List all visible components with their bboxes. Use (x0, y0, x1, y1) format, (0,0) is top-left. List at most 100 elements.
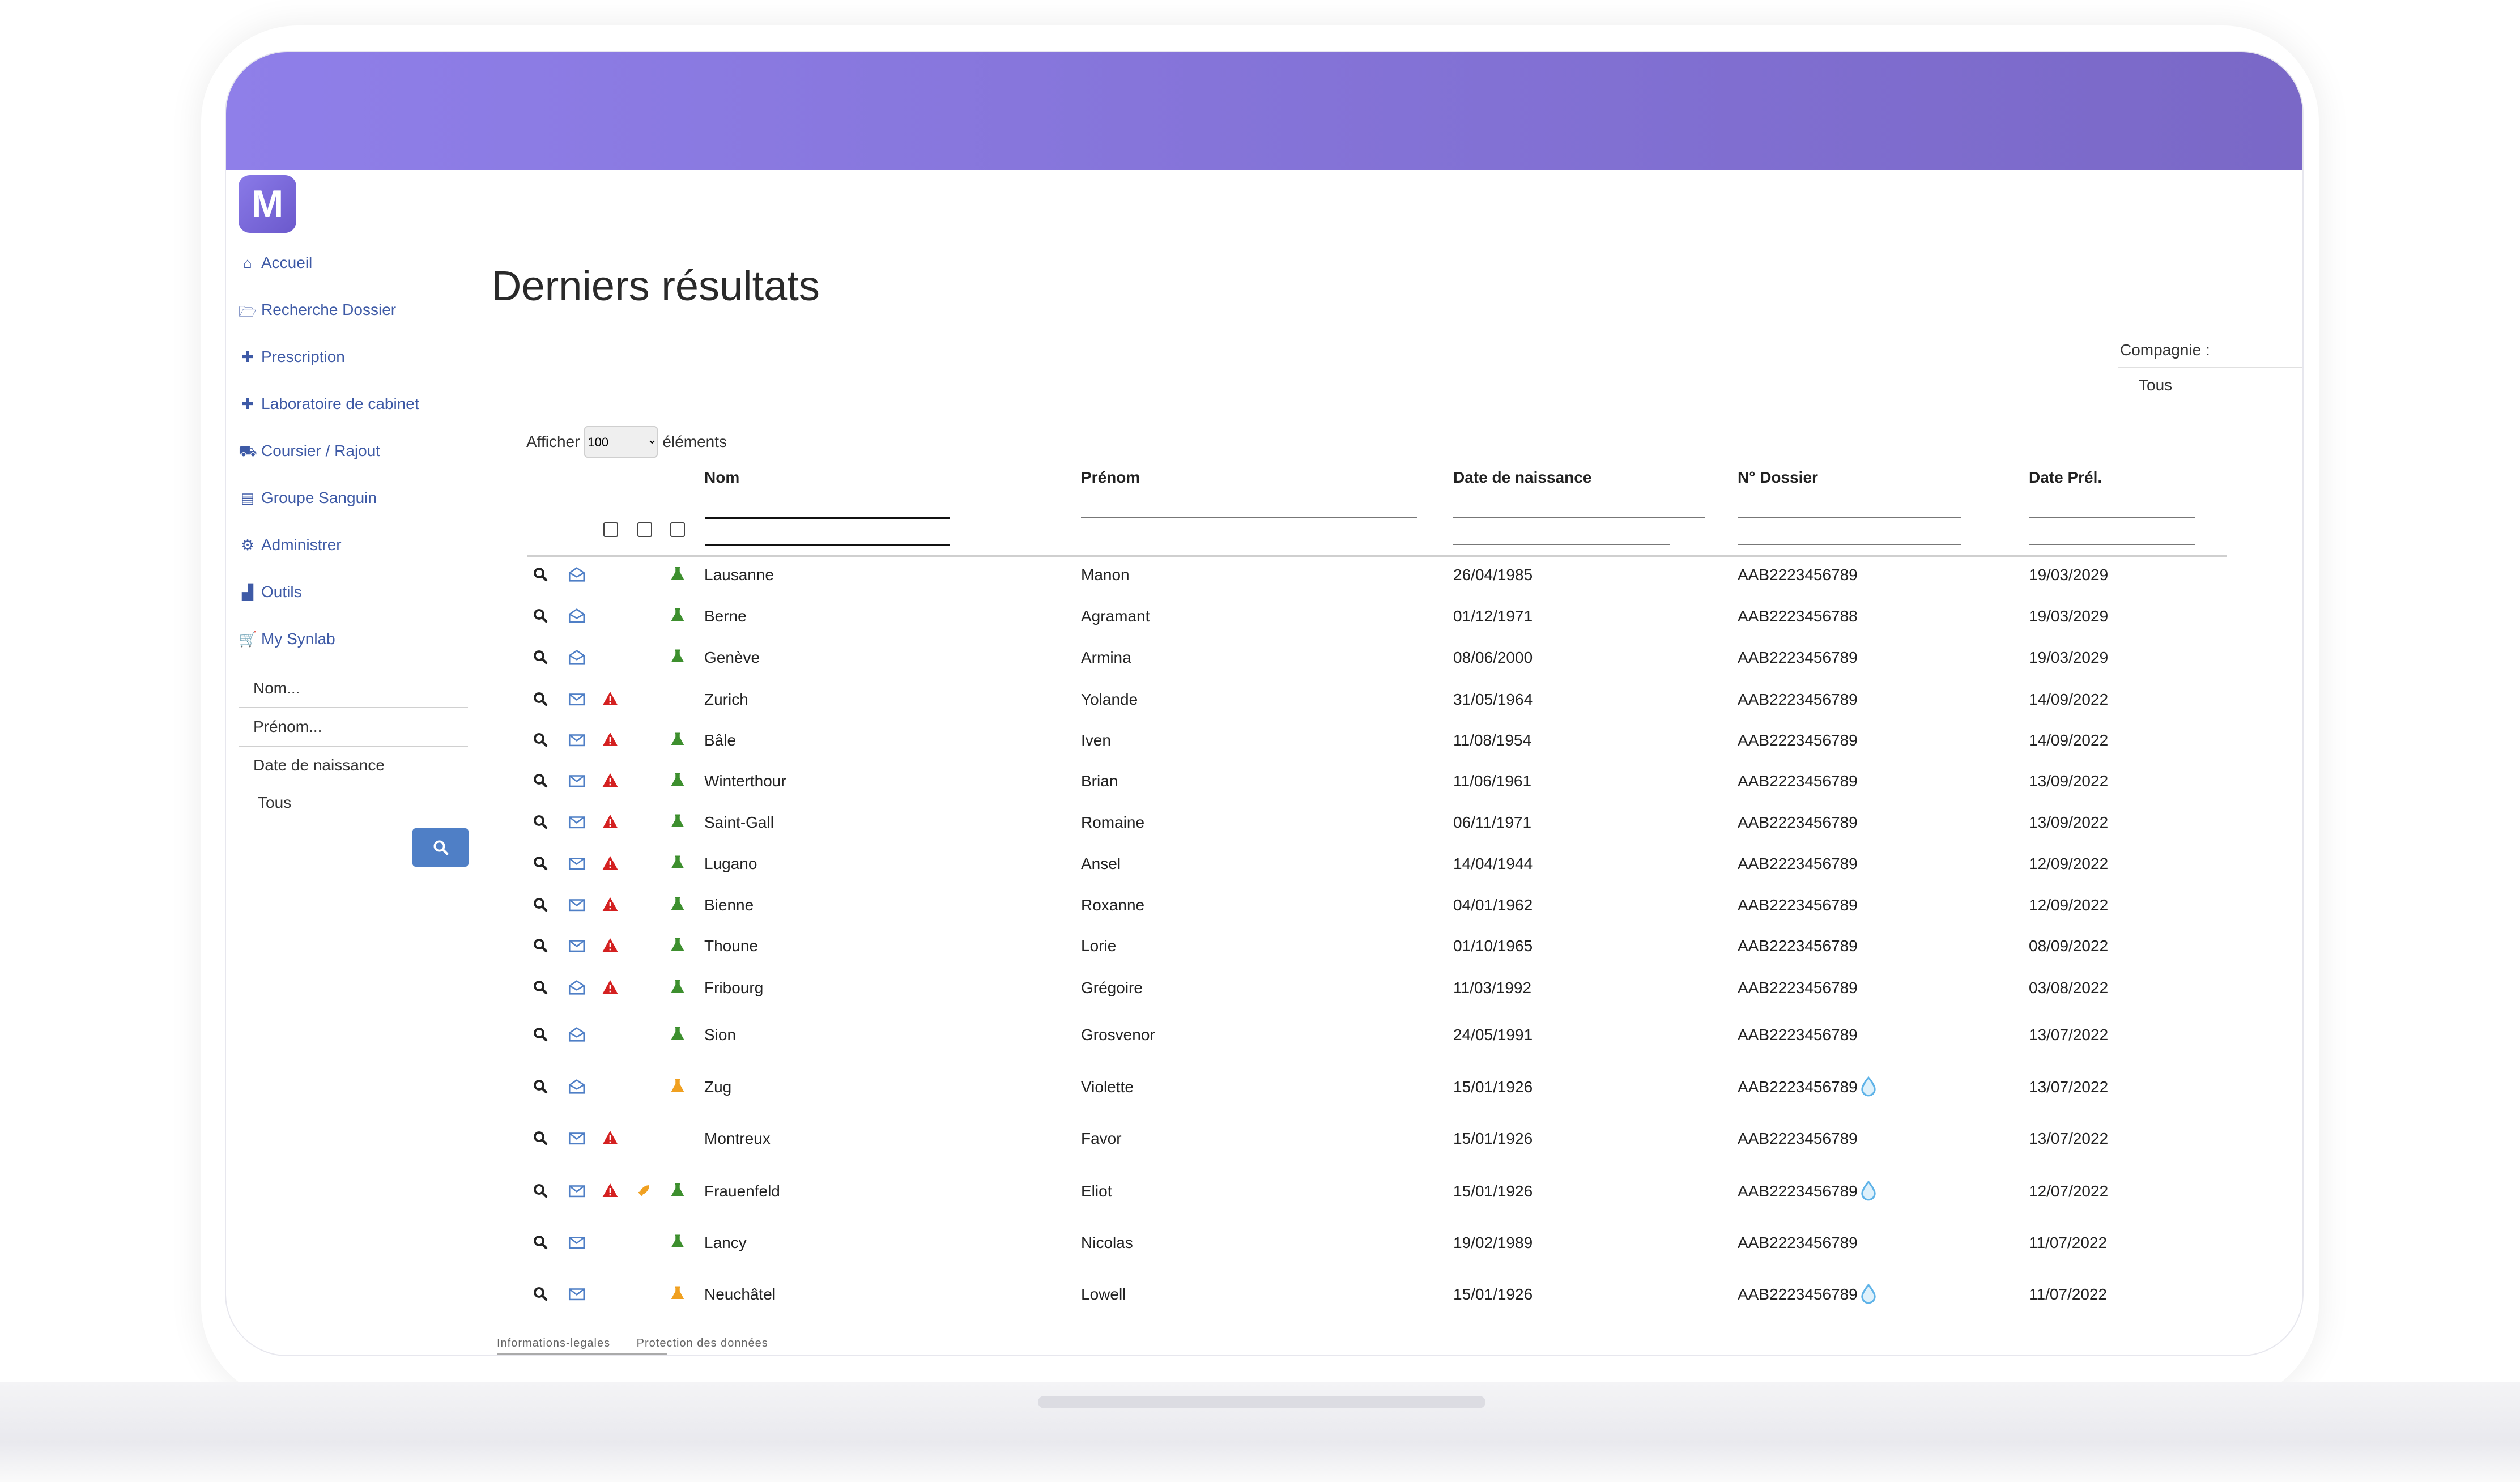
table-row[interactable]: Bienne Roxanne 04/01/1962 AAB2223456789 12/0… (226, 894, 2266, 934)
table-row[interactable]: Genève Armina 08/06/2000 AAB2223456789 19/03… (226, 646, 2266, 686)
cell-nom[interactable]: Lugano (704, 855, 757, 872)
cell-nom[interactable]: Genève (704, 649, 760, 666)
cell-nom[interactable]: Saint-Gall (704, 814, 774, 831)
filter-input-prenom[interactable] (1081, 517, 1417, 518)
search-icon[interactable] (532, 979, 549, 996)
filter-input-dob[interactable] (1453, 517, 1705, 518)
envelope-open-icon[interactable] (567, 1025, 586, 1044)
search-icon[interactable] (532, 1026, 549, 1043)
search-icon[interactable] (532, 772, 549, 789)
flask-icon[interactable] (669, 731, 686, 748)
filter-input-date-prel-2[interactable] (2029, 544, 2195, 545)
filter-input-nom[interactable] (705, 517, 950, 519)
flask-icon[interactable] (669, 1078, 686, 1095)
warning-icon[interactable] (601, 978, 619, 996)
cell-nom[interactable]: Zurich (704, 691, 748, 708)
search-icon[interactable] (532, 649, 549, 666)
envelope-icon[interactable] (567, 854, 586, 873)
envelope-icon[interactable] (567, 936, 586, 955)
column-header-dob[interactable]: Date de naissance (1453, 469, 1592, 486)
column-header-prenom[interactable]: Prénom (1081, 469, 1140, 486)
warning-icon[interactable] (601, 1128, 619, 1147)
search-icon[interactable] (532, 937, 549, 954)
table-row[interactable]: Sion Grosvenor 24/05/1991 AAB2223456789 13/0… (226, 1024, 2266, 1063)
dob-search-field[interactable]: Date de naissance (253, 756, 385, 774)
search-icon[interactable] (532, 855, 549, 872)
table-row[interactable]: Lugano Ansel 14/04/1944 AAB2223456789 12/09/… (226, 853, 2266, 892)
table-row[interactable]: Montreux Favor 15/01/1926 AAB2223456789 13/0… (226, 1127, 2266, 1167)
flask-icon[interactable] (669, 813, 686, 830)
sidebar-item-outils[interactable]: ▟ Outils (239, 568, 482, 615)
search-icon[interactable] (532, 896, 549, 913)
table-row[interactable]: Lausanne Manon 26/04/1985 AAB2223456789 19/0… (226, 564, 2266, 603)
water-drop-icon[interactable] (1858, 1072, 1879, 1101)
warning-icon[interactable] (601, 936, 619, 954)
column-header-date-prel[interactable]: Date Prél. (2029, 469, 2102, 486)
flask-icon[interactable] (669, 978, 686, 995)
search-icon[interactable] (532, 691, 549, 708)
sidebar-item-laboratoire-de-cabinet[interactable]: ✚ Laboratoire de cabinet (239, 380, 482, 427)
warning-icon[interactable] (601, 812, 619, 831)
table-row[interactable]: Fribourg Grégoire 11/03/1992 AAB2223456789 0… (226, 977, 2266, 1016)
warning-icon[interactable] (601, 854, 619, 872)
sidebar-item-recherche-dossier[interactable]: 🗁 Recherche Dossier (239, 286, 482, 333)
filter-checkbox[interactable] (670, 522, 685, 537)
water-drop-icon[interactable] (1858, 1280, 1879, 1308)
envelope-icon[interactable] (567, 1233, 586, 1252)
flask-icon[interactable] (669, 1285, 686, 1302)
search-icon[interactable] (532, 1130, 549, 1147)
table-row[interactable]: Thoune Lorie 01/10/1965 AAB2223456789 08/09/… (226, 935, 2266, 974)
nom-search-field[interactable]: Nom... (239, 670, 468, 708)
cell-nom[interactable]: Lancy (704, 1234, 747, 1251)
flask-icon[interactable] (669, 607, 686, 624)
warning-icon[interactable] (601, 689, 619, 708)
water-drop-icon[interactable] (1858, 1177, 1879, 1205)
column-header-dossier[interactable]: N° Dossier (1738, 469, 1818, 486)
legal-link[interactable]: Informations-legales (497, 1337, 611, 1349)
filter-checkbox[interactable] (637, 522, 652, 537)
envelope-open-icon[interactable] (567, 1077, 586, 1096)
flask-icon[interactable] (669, 896, 686, 913)
cell-nom[interactable]: Berne (704, 607, 747, 625)
search-icon[interactable] (532, 566, 549, 583)
table-row[interactable]: Lancy Nicolas 19/02/1989 AAB2223456789 11/07… (226, 1232, 2266, 1271)
search-icon[interactable] (532, 1182, 549, 1199)
app-logo[interactable]: M (239, 175, 296, 233)
cell-nom[interactable]: Bienne (704, 896, 754, 914)
sidebar-item-prescription[interactable]: ✚ Prescription (239, 333, 482, 380)
cell-nom[interactable]: Sion (704, 1026, 737, 1044)
filter-input-nom-2[interactable] (705, 544, 950, 546)
table-row[interactable]: Saint-Gall Romaine 06/11/1971 AAB2223456789… (226, 811, 2266, 851)
envelope-open-icon[interactable] (567, 978, 586, 997)
table-row[interactable]: Berne Agramant 01/12/1971 AAB2223456788 19/0… (226, 605, 2266, 645)
envelope-icon[interactable] (567, 812, 586, 832)
filter-input-dob-2[interactable] (1453, 544, 1670, 545)
table-row[interactable]: Winterthour Brian 11/06/1961 AAB2223456789 1… (226, 770, 2266, 810)
filter-checkbox[interactable] (603, 522, 618, 537)
privacy-link[interactable]: Protection des données (636, 1337, 768, 1349)
envelope-open-icon[interactable] (567, 648, 586, 667)
cell-nom[interactable]: Thoune (704, 937, 758, 955)
envelope-icon[interactable] (567, 1284, 586, 1304)
search-icon[interactable] (532, 607, 549, 624)
envelope-icon[interactable] (567, 730, 586, 749)
warning-icon[interactable] (601, 730, 619, 748)
company-select[interactable]: Tous (2139, 376, 2173, 394)
filter-input-dossier[interactable] (1738, 517, 1961, 518)
cell-nom[interactable]: Lausanne (704, 566, 774, 584)
envelope-open-icon[interactable] (567, 606, 586, 625)
flask-icon[interactable] (669, 565, 686, 582)
envelope-icon[interactable] (567, 689, 586, 709)
column-header-nom[interactable]: Nom (704, 469, 740, 486)
envelope-icon[interactable] (567, 771, 586, 790)
cell-nom[interactable]: Frauenfeld (704, 1182, 780, 1200)
table-row[interactable]: Neuchâtel Lowell 15/01/1926 AAB2223456789 11… (226, 1283, 2266, 1323)
sidebar-item-accueil[interactable]: ⌂ Accueil (239, 239, 482, 286)
flask-icon[interactable] (669, 854, 686, 871)
cell-nom[interactable]: Fribourg (704, 979, 764, 996)
status-filter[interactable]: Tous (258, 794, 292, 811)
sidebar-item-my-synlab[interactable]: 🛒 My Synlab (239, 615, 482, 662)
flask-icon[interactable] (669, 1233, 686, 1250)
envelope-open-icon[interactable] (567, 565, 586, 584)
search-icon[interactable] (532, 731, 549, 748)
